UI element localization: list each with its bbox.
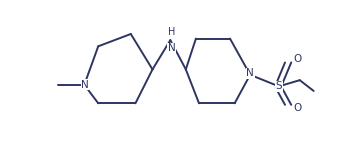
Text: O: O [294,54,302,64]
Text: N: N [81,80,89,90]
Text: S: S [276,81,282,91]
Text: N: N [168,43,176,53]
Text: O: O [294,103,302,113]
Text: H: H [168,27,176,37]
Text: N: N [246,68,254,78]
